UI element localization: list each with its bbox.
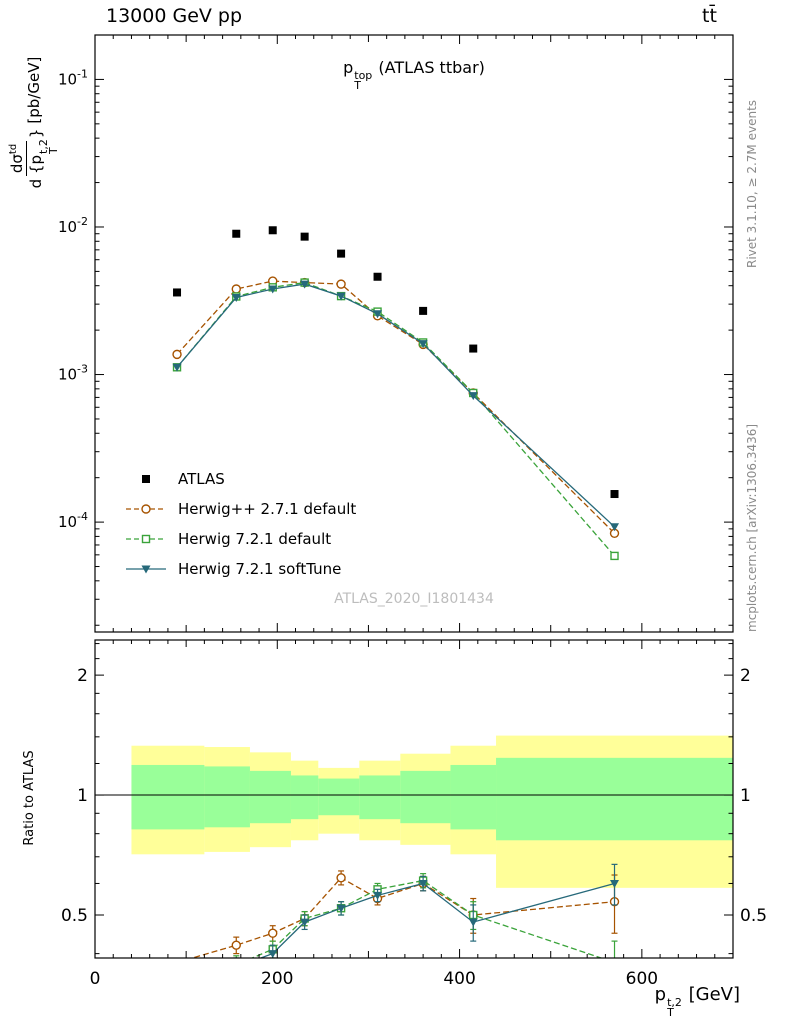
svg-text:0: 0 bbox=[90, 969, 101, 989]
legend: ATLAS Herwig++ 2.7.1 default Herwig 7.2.… bbox=[124, 464, 356, 584]
process-label: tt̄ bbox=[702, 5, 717, 27]
y-axis-units: [pb/GeV] bbox=[24, 56, 43, 124]
title-subsup: top T bbox=[354, 69, 373, 93]
legend-item-herwig7-default: Herwig 7.2.1 default bbox=[124, 524, 356, 554]
legend-label: Herwig++ 2.7.1 default bbox=[178, 500, 357, 518]
svg-text:400: 400 bbox=[443, 969, 475, 989]
svg-text:2: 2 bbox=[740, 666, 751, 686]
rivet-version-note: Rivet 3.1.10, ≥ 2.7M events bbox=[745, 99, 759, 268]
observable-title: p top T (ATLAS ttbar) bbox=[95, 58, 733, 92]
legend-item-atlas: ATLAS bbox=[124, 464, 356, 494]
y-axis-denominator: d {p t,2 T} bbox=[27, 128, 61, 189]
legend-label: Herwig 7.2.1 softTune bbox=[178, 560, 342, 578]
mcplots-source-note: mcplots.cern.ch [arXiv:1306.3436] bbox=[745, 423, 759, 632]
svg-text:10-4: 10-4 bbox=[58, 510, 88, 531]
atlas-marker-icon bbox=[142, 475, 150, 483]
legend-label: ATLAS bbox=[178, 470, 225, 488]
ratio-y-axis-label: Ratio to ATLAS bbox=[22, 750, 37, 846]
legend-item-herwig7-softtune: Herwig 7.2.1 softTune bbox=[124, 554, 356, 584]
svg-text:10-3: 10-3 bbox=[58, 363, 88, 384]
legend-item-herwigpp: Herwig++ 2.7.1 default bbox=[124, 494, 356, 524]
title-base: p bbox=[343, 58, 354, 77]
svg-text:10-2: 10-2 bbox=[58, 215, 88, 236]
svg-text:600: 600 bbox=[626, 969, 658, 989]
beam-energy-label: 13000 GeV pp bbox=[106, 5, 243, 27]
svg-text:200: 200 bbox=[261, 969, 293, 989]
svg-text:0.5: 0.5 bbox=[740, 906, 767, 926]
herwigpp-marker-icon bbox=[126, 504, 166, 514]
svg-text:10-1: 10-1 bbox=[58, 67, 88, 88]
svg-text:1: 1 bbox=[77, 786, 88, 806]
analysis-id-watermark: ATLAS_2020_I1801434 bbox=[334, 591, 494, 607]
svg-text:2: 2 bbox=[77, 666, 88, 686]
legend-label: Herwig 7.2.1 default bbox=[178, 530, 332, 548]
y-axis-numerator: dσtd bbox=[8, 140, 27, 177]
title-rest: (ATLAS ttbar) bbox=[373, 58, 485, 77]
y-axis-fraction: dσtd d {p t,2 T} bbox=[8, 128, 60, 190]
herwig7-default-marker-icon bbox=[126, 534, 166, 544]
svg-text:0.5: 0.5 bbox=[61, 906, 88, 926]
svg-text:1: 1 bbox=[740, 786, 751, 806]
x-axis-label: p t,2 T [GeV] bbox=[654, 984, 740, 1020]
main-y-axis-label: dσtd d {p t,2 T} [pb/GeV] bbox=[8, 28, 60, 218]
herwig7-softtune-marker-icon bbox=[126, 565, 166, 574]
